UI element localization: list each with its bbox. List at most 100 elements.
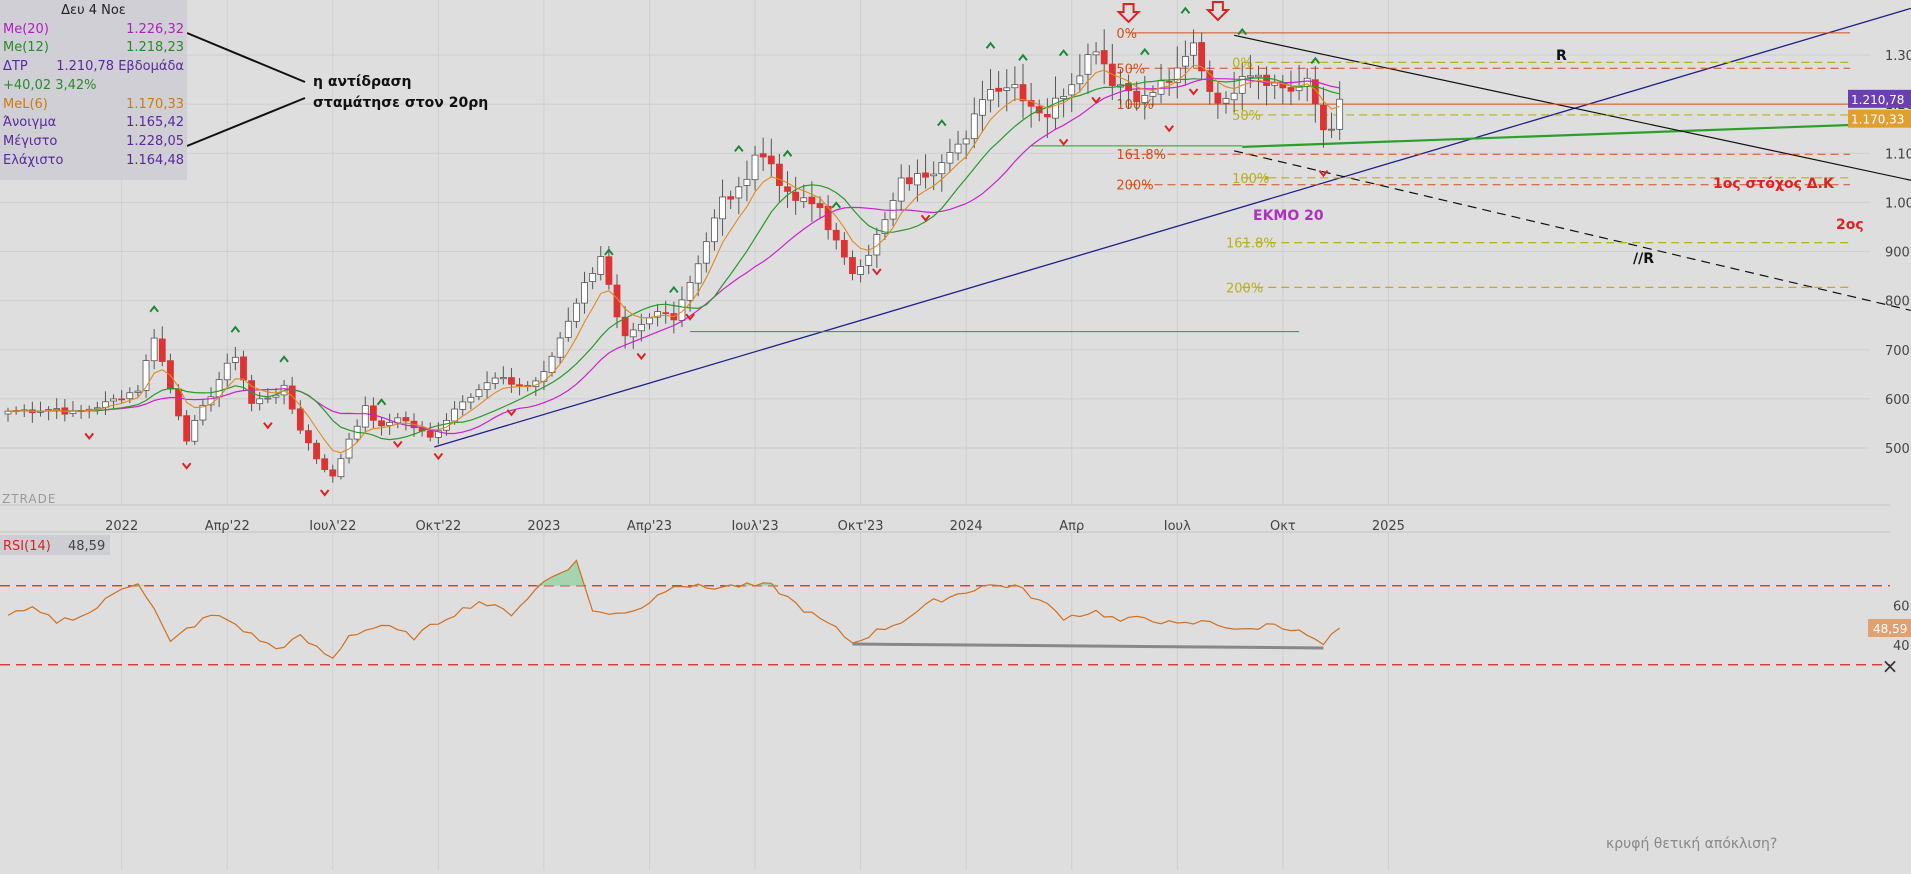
candle-body — [499, 377, 507, 380]
candle-body — [711, 217, 718, 243]
candle-body — [1230, 92, 1238, 101]
candle-body — [564, 320, 572, 338]
candle-body — [426, 430, 434, 438]
x-tick-label: Απρ'22 — [205, 519, 250, 534]
candle-body — [1027, 100, 1035, 107]
candle-body — [386, 422, 394, 426]
candle-body — [905, 177, 913, 185]
candle-body — [548, 355, 556, 373]
x-tick-label: 2024 — [950, 519, 983, 534]
fractal-down-marker — [1164, 125, 1174, 133]
candle-body — [231, 356, 239, 363]
fractal-up-marker — [604, 248, 614, 256]
candle-body — [1100, 50, 1108, 65]
fractal-up-marker — [1140, 47, 1150, 56]
info-value: 1.218,23 — [126, 40, 184, 56]
candle-body — [1173, 67, 1181, 84]
annotation-text: η αντίδραση — [313, 74, 412, 90]
x-tick-label: Απρ'23 — [627, 519, 672, 534]
candle-body — [1011, 84, 1019, 89]
candle-body — [914, 173, 921, 186]
candle-body — [378, 420, 385, 427]
fractal-up-marker — [279, 355, 289, 363]
fractal-down-marker — [636, 352, 647, 361]
candle-body — [248, 380, 256, 404]
candle-body — [118, 398, 126, 401]
info-value: 1.165,42 — [126, 115, 184, 131]
fractal-up-marker — [376, 398, 387, 406]
candle-body — [516, 384, 523, 387]
x-tick-label: Ιουλ'22 — [309, 519, 356, 534]
fractal-down-marker — [1091, 96, 1101, 104]
candle-body — [654, 311, 661, 318]
candle-body — [759, 153, 767, 158]
candle-body — [962, 138, 970, 145]
candle-body — [881, 219, 889, 234]
info-value: 1.164,48 — [126, 152, 184, 168]
y-tick-label: 1.300 — [1885, 49, 1911, 64]
candle-body — [1043, 114, 1051, 118]
candle-body — [1255, 74, 1262, 78]
candle-body — [1019, 84, 1027, 102]
candle-body — [361, 405, 369, 428]
ma20-line — [7, 77, 1340, 435]
info-value: 1.228,05 — [126, 133, 184, 149]
fractal-down-marker — [319, 489, 330, 497]
candle-body — [816, 203, 824, 209]
candle-body — [930, 173, 938, 177]
candle-body — [873, 233, 881, 256]
candle-body — [110, 398, 117, 402]
rsi-header-value: 48,59 — [68, 539, 105, 554]
candle-body — [613, 284, 621, 318]
y-tick-label: 900 — [1885, 246, 1910, 261]
candle-body — [1198, 42, 1206, 72]
x-tick-label: Οκτ — [1270, 519, 1296, 534]
info-row: MeL(6) 1.170,33 — [0, 96, 187, 115]
candle-body — [1165, 80, 1173, 83]
parallel-line-R — [1233, 150, 1911, 312]
close-rsi-pane-button[interactable]: × — [1881, 654, 1899, 678]
candle-body — [605, 256, 613, 285]
candle-body — [508, 377, 515, 385]
candle-body — [735, 186, 743, 199]
candle-body — [581, 282, 588, 304]
candle-body — [288, 385, 296, 410]
resistance-line-R — [1233, 34, 1911, 181]
fractal-up-marker — [1180, 6, 1191, 14]
candle-body — [491, 377, 499, 384]
fractal-down-marker — [920, 214, 931, 222]
candle-body — [686, 282, 694, 301]
candle-body — [1092, 51, 1100, 56]
ekmo-label: ΕΚΜΟ 20 — [1253, 208, 1324, 224]
candle-body — [767, 155, 775, 165]
candle-body — [646, 317, 653, 325]
fractal-down-marker — [392, 440, 403, 449]
candle-body — [865, 254, 873, 266]
down-arrow-marker — [1116, 3, 1141, 24]
fractal-down-marker — [872, 268, 882, 276]
info-label: Me(12) — [3, 40, 49, 56]
info-row: Ελάχιστο 1.164,48 — [0, 152, 187, 171]
candle-body — [840, 239, 848, 258]
candle-body — [175, 388, 182, 417]
info-value: 1.226,32 — [126, 21, 184, 37]
fractal-up-marker — [734, 144, 744, 153]
candle-body — [1182, 56, 1189, 67]
candle-body — [191, 420, 199, 442]
fractal-up-marker — [985, 41, 996, 49]
rsi-header-bg — [0, 535, 110, 555]
x-tick-label: 2023 — [527, 519, 560, 534]
candle-body — [134, 390, 142, 393]
candle-body — [467, 396, 475, 403]
candle-body — [1149, 92, 1157, 97]
candle-body — [970, 113, 978, 140]
candle-body — [1263, 74, 1270, 86]
fractal-down-marker — [433, 452, 444, 461]
info-row: Άνοιγμα 1.165,42 — [0, 114, 187, 133]
candle-body — [573, 302, 580, 322]
candle-body — [1246, 75, 1254, 78]
y-tick-label: 1.000 — [1885, 196, 1911, 211]
info-label: ΔΤΡ — [3, 59, 28, 75]
candle-body — [1222, 98, 1230, 104]
